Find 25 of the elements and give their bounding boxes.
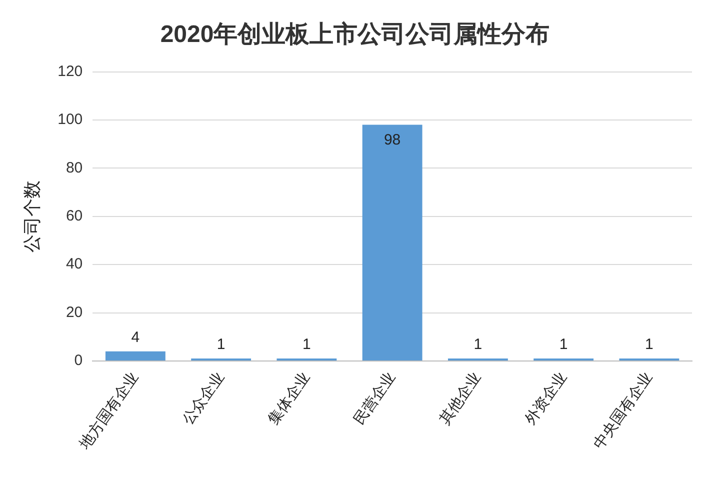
y-tick-label: 120 [58,62,83,80]
bar [362,124,422,360]
data-label: 1 [216,336,226,354]
y-tick-label: 60 [66,208,83,225]
x-tick-label: 外资企业 [522,369,570,428]
bar [105,351,166,360]
data-label: 1 [302,336,311,354]
y-axis-title: 公司个数 [22,180,42,252]
chart-title: 2020年创业板上市公司公司属性分布 [160,21,550,48]
x-tick-label: 地方国有企业 [76,369,142,454]
x-tick-label: 集体企业 [265,369,314,428]
y-tick-label: 100 [58,111,83,128]
y-tick-label: 0 [74,352,83,370]
y-tick-label: 20 [66,304,83,321]
x-tick-label: 民营企业 [350,369,399,428]
data-label: 1 [645,336,654,354]
data-label: 98 [384,131,401,148]
x-tick-label: 其他企业 [436,369,485,428]
y-tick-label: 80 [66,159,83,176]
data-label: 1 [474,336,482,354]
data-label: 4 [131,328,140,346]
y-tick-label: 40 [66,256,83,273]
x-tick-label: 公众企业 [179,369,228,428]
data-label: 1 [559,336,568,354]
x-tick-label: 中央国有企业 [590,369,656,453]
